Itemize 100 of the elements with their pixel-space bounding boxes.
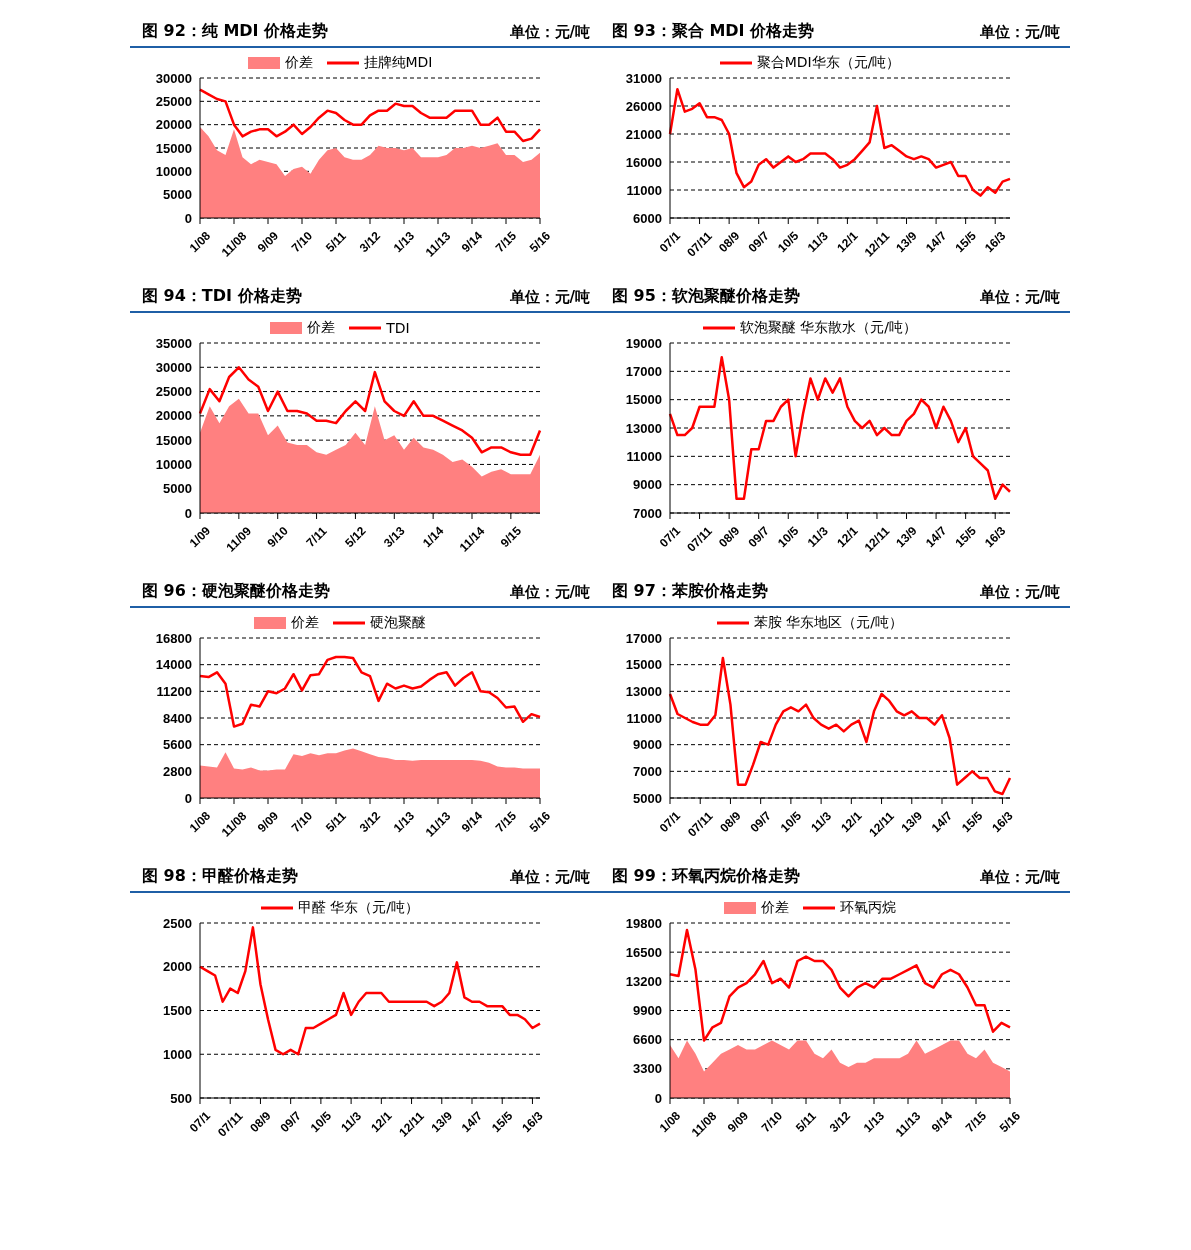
chart-title: 图 98：甲醛价格走势: [142, 866, 298, 887]
x-tick-label: 9/09: [254, 228, 282, 256]
y-tick-label: 500: [170, 1090, 192, 1106]
y-tick-label: 13200: [625, 973, 662, 989]
y-tick-label: 15000: [625, 657, 662, 673]
y-tick-label: 31000: [625, 70, 662, 86]
x-tick-label: 1/13: [860, 1108, 888, 1136]
legend-label: 价差: [284, 54, 313, 72]
x-tick-label: 07/1: [656, 808, 684, 836]
y-tick-label: 2000: [163, 959, 192, 975]
x-tick-label: 5/11: [323, 228, 350, 255]
y-tick-label: 3300: [633, 1061, 662, 1077]
y-tick-label: 1500: [163, 1003, 192, 1019]
chart-title: 图 96：硬泡聚醚价格走势: [142, 581, 330, 602]
y-tick-label: 5000: [163, 187, 192, 203]
y-tick-label: 26000: [625, 98, 662, 114]
legend-label: 挂牌纯MDI: [363, 54, 433, 72]
x-tick-label: 1/13: [390, 228, 418, 256]
x-tick-label: 7/10: [288, 228, 316, 256]
y-tick-label: 10000: [155, 457, 192, 473]
legend-label: 硬泡聚醚: [370, 614, 426, 632]
y-tick-label: 1000: [163, 1046, 192, 1062]
x-tick-label: 07/1: [186, 1108, 214, 1136]
legend-label: 价差: [291, 614, 319, 632]
x-tick-label: 1/13: [390, 808, 418, 836]
y-tick-label: 20000: [155, 408, 192, 424]
x-tick-label: 5/16: [526, 808, 554, 836]
y-tick-label: 11200: [156, 683, 192, 699]
x-tick-label: 11/3: [804, 228, 832, 255]
legend-label: 聚合MDI华东（元/吨）: [756, 54, 901, 72]
y-tick-label: 5600: [163, 737, 192, 753]
legend-label: 价差: [761, 899, 789, 917]
x-tick-label: 1/08: [186, 228, 214, 256]
x-tick-label: 9/09: [254, 808, 282, 836]
y-tick-label: 16000: [625, 154, 662, 170]
y-tick-label: 9000: [633, 737, 662, 753]
y-tick-label: 17000: [625, 363, 662, 379]
y-tick-label: 15000: [155, 432, 192, 448]
x-tick-label: 3/13: [381, 523, 408, 551]
y-tick-label: 13000: [625, 420, 662, 436]
y-tick-label: 30000: [155, 359, 192, 375]
y-tick-label: 11000: [626, 182, 662, 198]
y-tick-label: 6600: [633, 1032, 662, 1048]
x-tick-label: 5/16: [526, 228, 554, 256]
legend-label: 环氧丙烷: [840, 899, 896, 917]
x-tick-label: 3/12: [826, 1108, 854, 1136]
y-axis-title: 单位：元/吨: [509, 23, 590, 42]
chart-title: 图 92：纯 MDI 价格走势: [142, 21, 329, 42]
x-tick-label: 08/9: [715, 228, 743, 256]
y-axis-title: 单位：元/吨: [509, 288, 590, 307]
y-tick-label: 15000: [625, 392, 662, 408]
x-tick-label: 08/9: [247, 1108, 274, 1136]
x-tick-label: 9/09: [724, 1108, 752, 1136]
x-tick-label: 5/16: [996, 1108, 1024, 1136]
x-tick-label: 5/11: [323, 808, 350, 835]
legend-label: TDI: [386, 320, 410, 336]
y-tick-label: 0: [654, 1090, 662, 1106]
x-tick-label: 07/1: [656, 228, 684, 256]
x-tick-label: 9/10: [264, 523, 292, 551]
y-tick-label: 0: [184, 505, 192, 521]
y-tick-label: 35000: [155, 335, 192, 351]
y-axis-title: 单位：元/吨: [979, 868, 1060, 887]
y-tick-label: 11000: [626, 710, 662, 726]
y-tick-label: 11000: [626, 448, 662, 464]
y-axis-title: 单位：元/吨: [979, 23, 1060, 42]
x-tick-label: 5/12: [342, 523, 369, 551]
x-tick-label: 3/12: [356, 808, 384, 836]
chart-title: 图 97：苯胺价格走势: [612, 581, 768, 602]
x-tick-label: 3/12: [356, 228, 384, 256]
y-tick-label: 6000: [633, 210, 662, 226]
y-tick-label: 25000: [155, 93, 192, 109]
y-tick-label: 16800: [155, 630, 192, 646]
legend-label: 价差: [307, 319, 336, 337]
y-axis-title: 单位：元/吨: [509, 583, 590, 602]
x-tick-label: 7/10: [758, 1108, 786, 1136]
x-tick-label: 08/9: [715, 523, 743, 551]
x-tick-label: 1/08: [656, 1108, 684, 1136]
y-tick-label: 5000: [163, 481, 192, 497]
chart-title: 图 94：TDI 价格走势: [142, 286, 302, 307]
y-tick-label: 30000: [155, 70, 192, 86]
legend-label: 苯胺 华东地区（元/吨）: [753, 614, 904, 632]
y-axis-title: 单位：元/吨: [979, 583, 1060, 602]
y-tick-label: 8400: [163, 710, 192, 726]
y-axis-title: 单位：元/吨: [509, 868, 590, 887]
y-tick-label: 25000: [155, 384, 192, 400]
legend-label: 软泡聚醚 华东散水（元/吨）: [739, 319, 918, 337]
legend-label: 甲醛 华东（元/吨）: [297, 899, 420, 917]
y-tick-label: 13000: [625, 683, 662, 699]
x-tick-label: 11/3: [338, 1108, 365, 1135]
x-tick-label: 07/1: [656, 523, 684, 551]
chart-title: 图 95：软泡聚醚价格走势: [612, 286, 800, 307]
chart-title: 图 99：环氧丙烷价格走势: [612, 866, 800, 887]
x-tick-label: 1/08: [186, 808, 214, 836]
y-tick-label: 19000: [625, 335, 662, 351]
y-tick-label: 19800: [625, 915, 662, 931]
y-tick-label: 0: [184, 790, 192, 806]
y-tick-label: 20000: [155, 117, 192, 133]
x-tick-label: 1/09: [186, 523, 214, 551]
x-tick-label: 7/11: [303, 523, 330, 550]
x-tick-label: 11/3: [804, 523, 832, 550]
